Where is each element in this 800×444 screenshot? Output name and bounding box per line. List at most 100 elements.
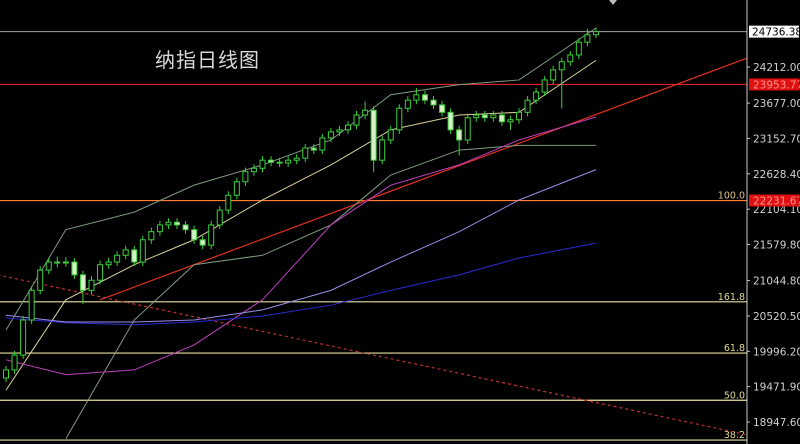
candle-body [336, 129, 343, 133]
candle [404, 96, 411, 113]
candle-body [20, 319, 27, 356]
candle [430, 96, 437, 109]
axis-tick-label: 22104.10 [753, 204, 800, 216]
candle-body [285, 159, 292, 164]
candle [268, 156, 275, 167]
candle [259, 156, 266, 173]
candle [199, 235, 206, 250]
price-tag-label: 22231.67 [753, 196, 800, 208]
candle-body [139, 239, 146, 263]
candle [122, 245, 129, 260]
candle [293, 154, 300, 165]
candle [387, 125, 394, 145]
candle [156, 220, 163, 236]
candle [139, 235, 146, 267]
axis-tick-label: 24212.00 [753, 62, 800, 74]
candle [498, 110, 505, 126]
candle [79, 270, 86, 304]
candle-body [439, 104, 446, 113]
candle-body [88, 279, 95, 291]
candle-body [327, 131, 334, 139]
candle [191, 225, 198, 244]
candle [524, 96, 531, 117]
candle-body [319, 137, 326, 151]
candle [481, 110, 488, 122]
candle [174, 218, 180, 229]
candle-body [54, 261, 61, 264]
candle-body [216, 209, 223, 226]
candle [37, 266, 44, 295]
axis-tick-label: 23677.00 [753, 98, 800, 110]
candle-body [524, 99, 531, 113]
candle-body [550, 69, 557, 81]
candle-body [208, 224, 215, 246]
candle-body [421, 94, 428, 101]
candle-body [174, 221, 180, 226]
fib-label: 100.0 [718, 191, 745, 202]
candle-body [156, 224, 163, 233]
candle [464, 113, 471, 145]
candle-body [362, 109, 369, 116]
candle [233, 177, 240, 200]
fib-label: 161.8 [718, 292, 745, 303]
candle-body [584, 34, 591, 43]
last-price-label: 24736.38 [752, 27, 800, 39]
trendline-solid [99, 56, 751, 301]
candle-body [3, 369, 9, 379]
fib-label: 61.8 [724, 343, 745, 354]
candle-body [79, 274, 86, 291]
candle-body [199, 239, 206, 246]
candle [370, 106, 377, 173]
candle-body [387, 129, 394, 141]
candle-body [396, 107, 403, 131]
candle [421, 90, 428, 105]
candle [379, 135, 386, 165]
candle [507, 115, 514, 130]
candle-body [225, 194, 232, 211]
axis-tick-label: 22628.40 [753, 169, 800, 181]
candle [114, 251, 121, 267]
candle-body [105, 261, 112, 266]
candle-body [498, 114, 505, 123]
candle-body [592, 31, 599, 36]
candle [575, 38, 582, 60]
candle [62, 257, 69, 267]
price-tag [749, 78, 799, 91]
candle-body [516, 111, 522, 121]
candle-body [11, 354, 18, 371]
trendline-dashed [0, 274, 750, 436]
candle-body [182, 224, 189, 231]
candle [216, 206, 223, 229]
axis-tick-label: 21579.80 [753, 240, 800, 252]
candle [533, 88, 540, 105]
candle [550, 65, 557, 84]
candle [362, 101, 369, 120]
candle-body [533, 91, 540, 101]
candle [456, 125, 463, 156]
candle-body [259, 159, 266, 169]
candle-body [148, 231, 155, 241]
candle [20, 315, 27, 360]
axis-tick-label: 21044.80 [753, 276, 800, 288]
candle-body [242, 171, 249, 183]
fib-label: 50.0 [724, 390, 745, 401]
candle-body [45, 261, 52, 271]
candle [413, 88, 420, 105]
candle-body [379, 139, 386, 161]
candle [302, 144, 309, 163]
candle [447, 108, 454, 134]
last-price-tag [749, 25, 799, 38]
candle [11, 351, 18, 374]
candle [131, 245, 138, 267]
indicator-line [5, 242, 597, 326]
candle-body [370, 109, 377, 161]
candle [473, 110, 480, 122]
candle [242, 167, 249, 186]
candle [285, 156, 292, 167]
candle [276, 158, 283, 167]
candle [54, 256, 61, 268]
candle-body [233, 181, 240, 196]
axis-tick-label: 23152.70 [753, 133, 800, 145]
